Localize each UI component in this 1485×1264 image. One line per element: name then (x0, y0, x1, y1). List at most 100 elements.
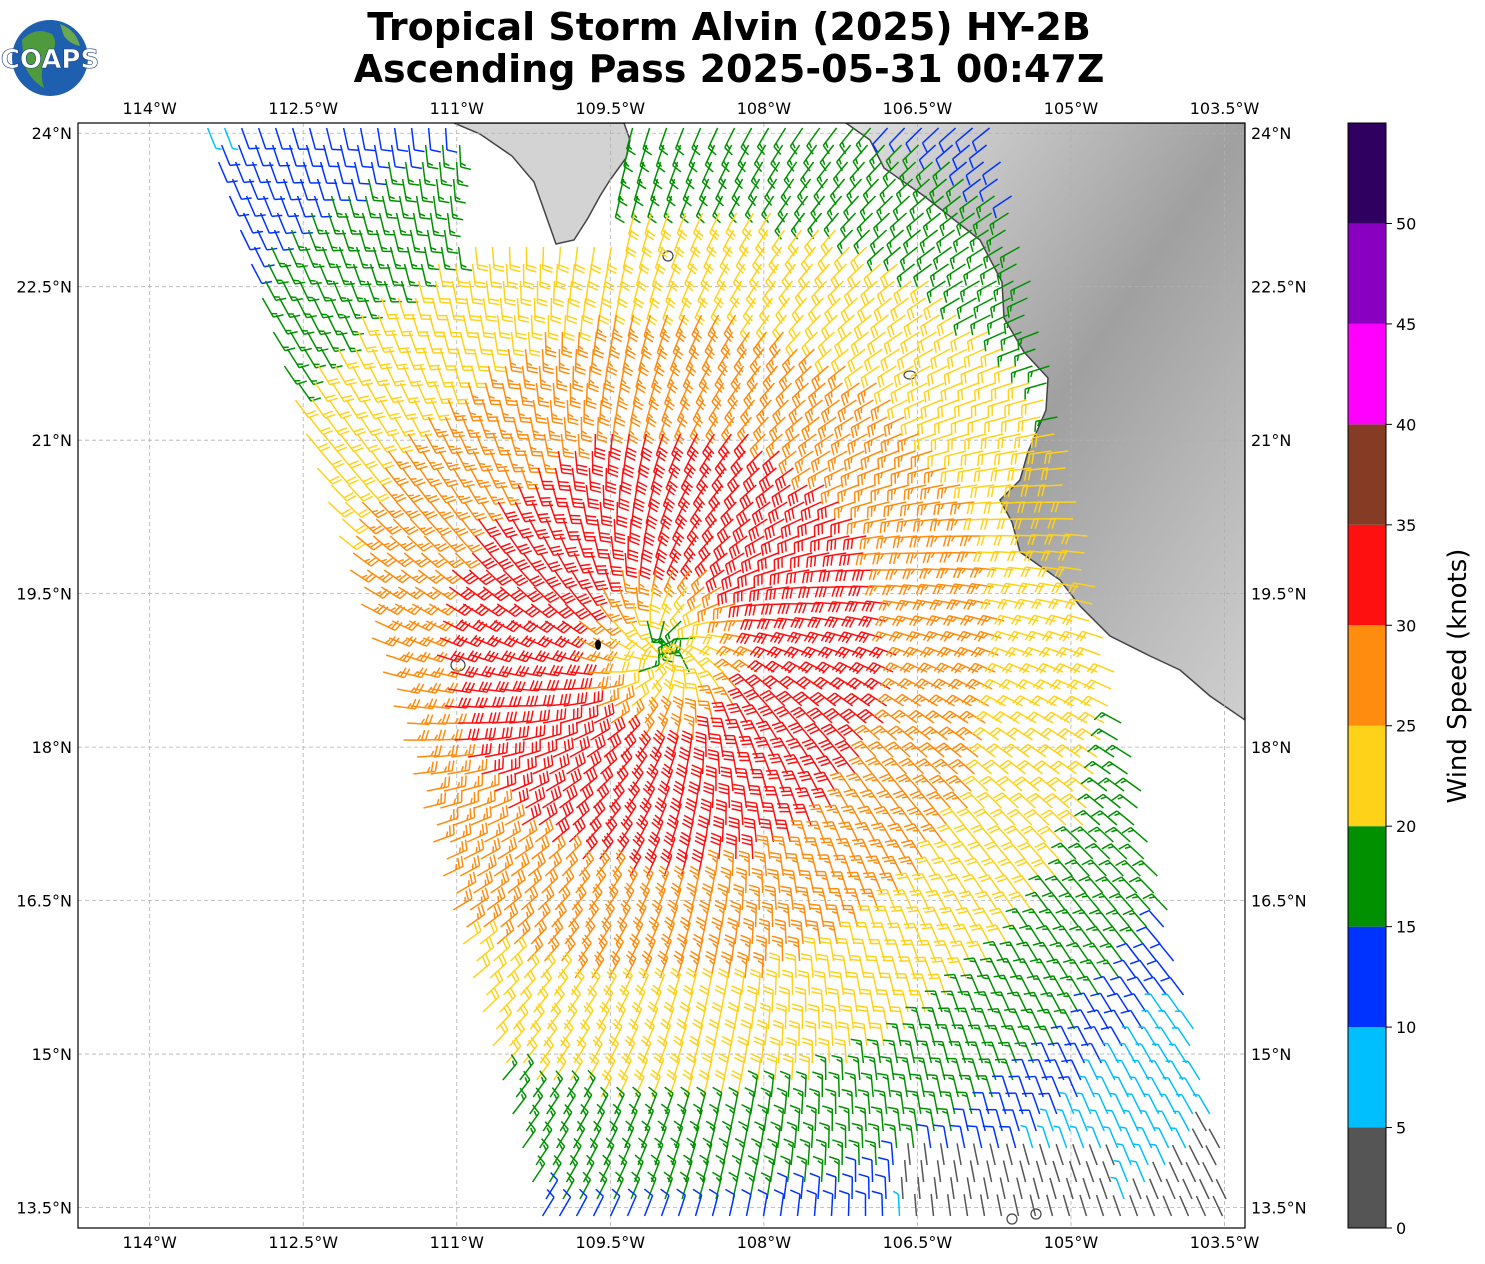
barb-feather (444, 385, 456, 388)
barb-feather (546, 471, 557, 474)
island-3 (903, 370, 917, 380)
barb-feather (940, 406, 944, 418)
barb-feather (848, 192, 853, 199)
barb-feather (427, 162, 434, 167)
barb-feather (370, 314, 377, 317)
barb-feather (826, 540, 829, 552)
barb-feather (944, 471, 947, 483)
barb-feather (865, 177, 873, 188)
barb-feather (764, 197, 773, 206)
barb-feather (809, 556, 813, 568)
barb-feather (1001, 437, 1004, 449)
wind-barb (932, 161, 951, 187)
barb-feather (453, 314, 464, 318)
barb-feather (838, 158, 842, 165)
barb-feather (408, 494, 415, 497)
wind-barb (955, 127, 974, 153)
barb-feather (829, 209, 833, 216)
wind-barb (455, 161, 469, 187)
barb-feather (507, 403, 518, 407)
barb-feather (799, 193, 803, 200)
barb-feather (415, 250, 426, 254)
barb-feather (388, 317, 400, 320)
barb-feather (331, 148, 343, 151)
wind-barb (869, 144, 886, 171)
barb-feather (902, 258, 906, 265)
barb-feather (288, 214, 299, 218)
barb-feather (830, 391, 833, 398)
wind-barb (885, 144, 903, 171)
barb-feather (984, 438, 987, 449)
barb-feather (818, 175, 823, 182)
barb-staff (350, 178, 358, 201)
barb-feather (408, 179, 415, 183)
barb-feather (807, 425, 810, 432)
wind-barb (282, 178, 302, 201)
barb-feather (917, 439, 920, 451)
barb-feather (833, 374, 836, 381)
barb-feather (885, 174, 889, 181)
barb-staff (922, 127, 940, 144)
barb-feather (512, 486, 524, 490)
barb-feather (465, 352, 477, 355)
barb-staff (223, 127, 234, 149)
barb-feather (408, 182, 420, 186)
barb-staff (234, 161, 245, 183)
barb-staff (305, 144, 314, 167)
barb-feather (872, 143, 879, 154)
barb-feather (374, 300, 386, 303)
barb-feather (495, 369, 507, 373)
barb-feather (940, 472, 943, 484)
barb-feather (389, 199, 401, 203)
wind-barb (223, 127, 239, 151)
barb-feather (898, 191, 902, 198)
wind-barb (415, 195, 431, 220)
barb-feather (243, 180, 255, 184)
barb-feather (978, 191, 984, 202)
barb-feather (454, 318, 465, 322)
barb-feather (302, 231, 313, 235)
barb-feather (880, 457, 884, 469)
barb-feather (312, 262, 319, 266)
barb-staff (308, 127, 317, 150)
barb-feather (457, 179, 464, 184)
barb-feather (685, 181, 695, 190)
barb-staff (342, 127, 350, 150)
barb-feather (458, 402, 470, 405)
barb-feather (615, 212, 622, 219)
barb-feather (511, 482, 522, 486)
barb-feather (483, 448, 494, 452)
barb-feather (903, 489, 906, 501)
barb-feather (860, 474, 864, 486)
barb-feather (402, 334, 414, 337)
wind-barb (859, 195, 877, 222)
barb-feather (673, 161, 679, 167)
barb-feather (386, 212, 393, 217)
wind-barb (254, 144, 274, 167)
wind-barb (879, 178, 897, 205)
barb-feather (481, 352, 493, 356)
wind-barb (390, 144, 406, 169)
barb-staff (952, 144, 971, 160)
barb-staff (918, 144, 937, 161)
title-line-1: Tropical Storm Alvin (2025) HY-2B (367, 5, 1091, 49)
barb-feather (318, 232, 330, 235)
barb-feather (388, 195, 395, 200)
wind-barb (444, 127, 458, 154)
wind-barb (767, 161, 781, 189)
barb-feather (903, 438, 907, 445)
barb-staff (359, 127, 366, 150)
barb-feather (736, 177, 741, 184)
barb-feather (679, 215, 689, 224)
barb-feather (498, 469, 510, 473)
barb-feather (401, 330, 413, 333)
barb-staff (872, 127, 889, 145)
barb-feather (460, 162, 467, 167)
barb-staff (938, 127, 957, 144)
barb-feather (424, 179, 431, 183)
barb-feather (955, 141, 961, 153)
barb-feather (899, 274, 902, 281)
barb-feather (691, 147, 701, 156)
barb-feather (478, 365, 490, 368)
barb-staff (237, 144, 248, 166)
